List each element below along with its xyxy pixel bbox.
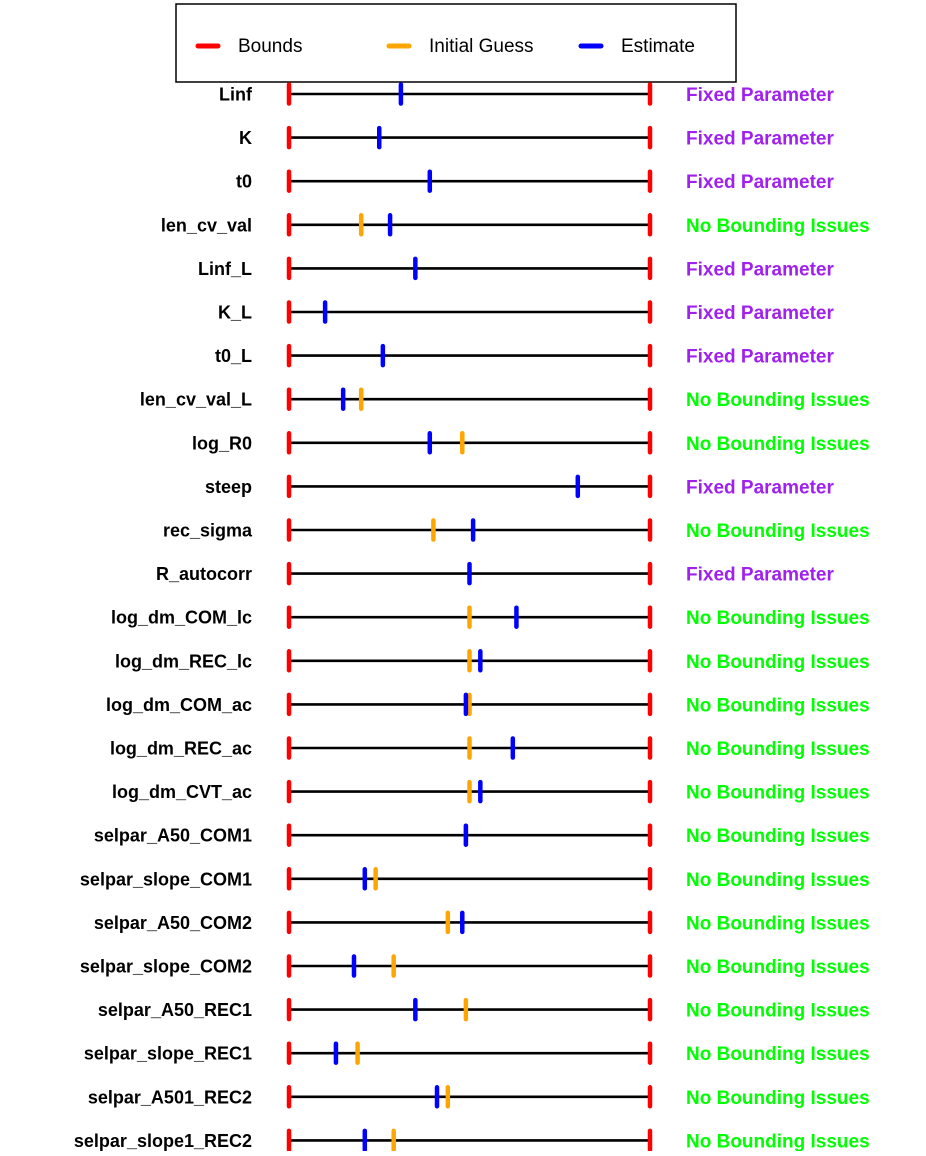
row-selpar-a50-rec1: selpar_A50_REC1 No Bounding Issues <box>98 997 870 1022</box>
legend-label-estimate: Estimate <box>621 36 695 57</box>
status-no-bounding-issues: No Bounding Issues <box>686 957 870 978</box>
status-fixed-parameter: Fixed Parameter <box>686 129 834 150</box>
status-no-bounding-issues: No Bounding Issues <box>686 913 870 934</box>
param-label: len_cv_val <box>161 215 252 235</box>
param-label: log_R0 <box>192 433 252 453</box>
legend-label-initial-guess: Initial Guess <box>429 36 534 57</box>
param-label: len_cv_val_L <box>140 390 252 410</box>
param-label: Linf <box>219 85 253 105</box>
status-no-bounding-issues: No Bounding Issues <box>686 608 870 629</box>
row-t0: t0 Fixed Parameter <box>236 169 834 193</box>
row-log-dm-rec-lc: log_dm_REC_lc No Bounding Issues <box>115 649 870 673</box>
legend: Bounds Initial Guess Estimate <box>175 3 737 83</box>
row-t0-l: t0_L Fixed Parameter <box>215 343 834 368</box>
status-no-bounding-issues: No Bounding Issues <box>686 1088 870 1109</box>
status-fixed-parameter: Fixed Parameter <box>686 259 834 280</box>
param-label: t0_L <box>215 346 252 366</box>
legend-label-bounds: Bounds <box>238 36 302 57</box>
row-rec-sigma: rec_sigma No Bounding Issues <box>163 518 870 542</box>
status-no-bounding-issues: No Bounding Issues <box>686 1131 870 1151</box>
status-fixed-parameter: Fixed Parameter <box>686 347 834 368</box>
param-label: selpar_A50_COM2 <box>94 913 252 933</box>
param-label: t0 <box>236 172 252 192</box>
status-no-bounding-issues: No Bounding Issues <box>686 1001 870 1022</box>
param-label: selpar_slope_REC1 <box>84 1044 252 1064</box>
param-label: R_autocorr <box>156 564 252 584</box>
param-label: log_dm_CVT_ac <box>112 782 252 802</box>
status-no-bounding-issues: No Bounding Issues <box>686 783 870 804</box>
row-selpar-a501-rec2: selpar_A501_REC2 No Bounding Issues <box>88 1085 870 1109</box>
status-fixed-parameter: Fixed Parameter <box>686 477 834 498</box>
row-linf-l: Linf_L Fixed Parameter <box>198 256 834 280</box>
param-label: log_dm_COM_lc <box>111 608 252 628</box>
param-label: log_dm_REC_ac <box>110 739 252 759</box>
param-label: selpar_A501_REC2 <box>88 1087 252 1107</box>
status-no-bounding-issues: No Bounding Issues <box>686 739 870 760</box>
status-no-bounding-issues: No Bounding Issues <box>686 1044 870 1065</box>
row-log-dm-com-ac: log_dm_COM_ac No Bounding Issues <box>106 692 870 716</box>
row-selpar-slope-rec1: selpar_slope_REC1 No Bounding Issues <box>84 1041 870 1065</box>
row-k: K Fixed Parameter <box>239 125 834 150</box>
status-no-bounding-issues: No Bounding Issues <box>686 826 870 847</box>
parameter-rows: Linf Fixed Parameter K Fixed Parameter t0 Fix… <box>74 82 870 1152</box>
param-label: selpar_slope1_REC2 <box>74 1131 252 1151</box>
status-no-bounding-issues: No Bounding Issues <box>686 652 870 673</box>
status-fixed-parameter: Fixed Parameter <box>686 303 834 324</box>
row-selpar-slope-com2: selpar_slope_COM2 No Bounding Issues <box>80 954 870 978</box>
param-label: Linf_L <box>198 259 252 279</box>
row-selpar-a50-com2: selpar_A50_COM2 No Bounding Issues <box>94 910 870 934</box>
row-selpar-slope-com1: selpar_slope_COM1 No Bounding Issues <box>80 867 870 891</box>
row-log-dm-cvt-ac: log_dm_CVT_ac No Bounding Issues <box>112 779 870 804</box>
param-label: selpar_A50_COM1 <box>94 826 252 846</box>
row-r-autocorr: R_autocorr Fixed Parameter <box>156 561 834 586</box>
param-label: log_dm_REC_lc <box>115 651 252 671</box>
legend-box <box>175 3 737 83</box>
status-no-bounding-issues: No Bounding Issues <box>686 390 870 411</box>
row-k-l: K_L Fixed Parameter <box>218 300 834 324</box>
row-selpar-a50-com1: selpar_A50_COM1 No Bounding Issues <box>94 823 870 847</box>
row-log-dm-com-lc: log_dm_COM_lc No Bounding Issues <box>111 605 870 629</box>
param-label: log_dm_COM_ac <box>106 695 252 715</box>
param-label: K <box>239 128 252 148</box>
status-fixed-parameter: Fixed Parameter <box>686 172 834 193</box>
status-no-bounding-issues: No Bounding Issues <box>686 695 870 716</box>
row-selpar-slope1-rec2: selpar_slope1_REC2 No Bounding Issues <box>74 1128 870 1152</box>
param-label: selpar_slope_COM1 <box>80 869 252 889</box>
row-len-cv-val: len_cv_val No Bounding Issues <box>161 213 870 237</box>
row-len-cv-val-l: len_cv_val_L No Bounding Issues <box>140 387 870 411</box>
status-no-bounding-issues: No Bounding Issues <box>686 216 870 237</box>
param-label: rec_sigma <box>163 521 253 541</box>
status-fixed-parameter: Fixed Parameter <box>686 85 834 106</box>
status-no-bounding-issues: No Bounding Issues <box>686 434 870 455</box>
row-linf: Linf Fixed Parameter <box>219 82 834 106</box>
row-log-dm-rec-ac: log_dm_REC_ac No Bounding Issues <box>110 736 870 760</box>
row-log-r0: log_R0 No Bounding Issues <box>192 431 870 455</box>
row-steep: steep Fixed Parameter <box>205 474 834 498</box>
param-label: steep <box>205 477 252 497</box>
param-label: selpar_A50_REC1 <box>98 1000 252 1020</box>
status-no-bounding-issues: No Bounding Issues <box>686 521 870 542</box>
status-fixed-parameter: Fixed Parameter <box>686 565 834 586</box>
param-label: K_L <box>218 303 252 323</box>
param-label: selpar_slope_COM2 <box>80 957 252 977</box>
status-no-bounding-issues: No Bounding Issues <box>686 870 870 891</box>
